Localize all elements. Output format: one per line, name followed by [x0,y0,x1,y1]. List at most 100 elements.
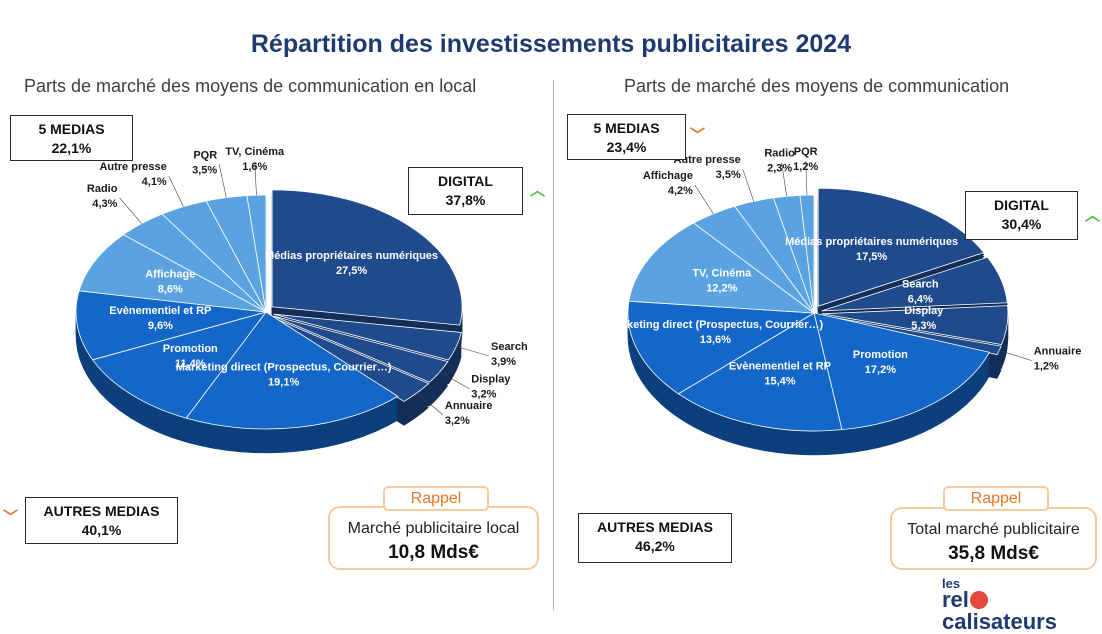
left-pie-label-8: Radio 4,3% [87,183,118,210]
left-pie-leader-line [439,371,470,389]
right-pie-label-5: Evènementiel et RP 15,4% [729,360,831,387]
right-pie-label-1: Search 6,4% [902,279,939,306]
right-pie-label-3: Annuaire 1,2% [1034,346,1082,373]
right-pie-slice-4 [813,312,991,431]
right-pie-slice-5 [677,312,843,432]
right-pie-label-value: 1,2% [793,161,818,173]
logo-prefix: les [942,576,961,591]
right-pie-label-6: Marketing direct (Prospectus, Courrier…)… [607,319,823,346]
left-pie-label-name: Radio [87,183,118,195]
left-pie-label-value: 4,3% [92,198,117,210]
left-market-value: 10,8 Mds€ [388,542,479,563]
right-pie-label-8: Affichage 4,2% [643,170,693,197]
left-box-5-medias-label: 5 MEDIAS [38,121,105,137]
right-pie-label-2: Display 5,3% [904,305,944,332]
right-pie-leader-line [742,169,755,202]
right-pie-label-name: Marketing direct (Prospectus, Courrier…) [607,319,823,331]
right-box-5-medias-value: 23,4% [606,139,647,155]
right-pie-label-value: 17,5% [856,251,887,263]
right-pie-label-name: Evènementiel et RP [729,360,831,372]
left-pie-slice-11 [246,194,267,313]
right-pie-label-10: Radio 2,3% [764,148,795,175]
logo-text-before: rel [942,587,969,612]
left-box-5-medias-value: 22,1% [51,140,92,156]
left-pie-slice-2 [272,315,449,383]
left-box-autres-medias: AUTRES MEDIAS 40,1% [25,497,178,544]
left-market-box: Marché publicitaire local 10,8 Mds€ [328,506,539,570]
left-pie-chart: Médias propriétaires numériques 27,5% Sear… [75,146,528,454]
left-pie-label-0: Médias propriétaires numériques 27,5% [265,250,438,277]
right-market-value: 35,8 Mds€ [948,543,1039,564]
left-pie-leader-line [218,164,227,198]
right-pie-slice-2 [821,305,1009,346]
right-pie-leader-line [805,161,808,196]
left-pie-label-value: 19,1% [268,377,299,389]
right-market-label: Total marché publicitaire [907,521,1080,538]
right-pie-leader-line [694,185,714,214]
right-pie-slice-0 [817,187,985,307]
left-digital-up-arrow-icon: ︿ [530,182,546,199]
right-box-autres-medias: AUTRES MEDIAS 46,2% [578,513,732,563]
left-autres-down-arrow-icon: ﹀ [3,509,19,526]
right-pie-label-name: PQR [794,146,818,158]
right-pie-label-name: Radio [764,148,795,160]
left-pie-leader-line [254,161,257,196]
right-pie-slice-1 [821,256,1008,312]
left-pie-label-name: Display [471,374,511,386]
left-pie-label-name: Autre presse [99,161,166,173]
right-pie-label-value: 4,2% [668,185,693,197]
left-pie-label-value: 3,9% [491,356,516,368]
left-pie-slice-0 [271,189,463,326]
right-pie-leader-line [781,162,787,197]
right-pie-label-value: 6,4% [908,294,933,306]
logo-text-after: calisateurs [942,609,1057,634]
right-pie-label-name: Promotion [853,349,908,361]
right-box-digital-label: DIGITAL [994,197,1049,213]
right-pie-label-value: 1,2% [1034,361,1059,373]
left-pie-slice-1 [273,313,462,361]
left-rappel-label: Rappel [383,486,489,511]
left-pie-slice-4 [185,311,399,430]
logo-o-circle-icon [969,591,988,609]
left-box-5-medias: 5 MEDIAS 22,1% [10,115,133,161]
left-box-digital-label: DIGITAL [438,173,493,189]
left-pie-leader-line [168,175,184,207]
page-title: Répartition des investissements publicit… [250,30,852,58]
right-pie-label-value: 5,3% [911,320,936,332]
left-pie-label-name: Promotion [163,343,218,355]
left-pie-label-value: 3,2% [471,389,496,401]
right-pie-label-4: Promotion 17,2% [853,349,908,376]
right-pie-chart: Médias propriétaires numériques 17,5% Sear… [607,146,1082,456]
left-pie-slice-7 [78,234,267,313]
left-pie-label-9: Autre presse 4,1% [99,161,166,188]
right-market-box: Total marché publicitaire 35,8 Mds€ [890,507,1097,570]
right-pie-label-value: 12,2% [706,282,737,294]
right-rappel-label: Rappel [943,486,1049,511]
left-pie-label-3: Annuaire 3,2% [445,400,493,427]
right-box-autres-label: AUTRES MEDIAS [597,519,713,535]
left-pie-leader-line [119,197,142,224]
left-pie-label-11: TV, Cinéma 1,6% [225,146,285,173]
left-pie-label-name: Affichage [145,268,195,280]
left-box-autres-label: AUTRES MEDIAS [43,503,160,519]
left-box-digital: DIGITAL 37,8% [408,167,523,215]
left-pie-label-value: 1,6% [242,161,267,173]
left-pie-label-name: TV, Cinéma [225,146,285,158]
right-subtitle: Parts de marché des moyens de communicat… [624,76,1010,96]
right-pie-slice-7 [628,222,816,314]
right-pie-label-7: TV, Cinéma 12,2% [692,267,752,294]
right-pie-label-11: PQR 1,2% [793,146,818,173]
right-pie-label-value: 17,2% [865,364,896,376]
left-pie-slice-6 [75,290,267,361]
right-pie-label-value: 13,6% [700,334,731,346]
left-pie-label-value: 4,1% [142,176,167,188]
left-pie-label-1: Search 3,9% [491,341,528,368]
divider [553,80,554,610]
right-box-autres-value: 46,2% [635,538,675,554]
left-pie-label-value: 3,5% [192,164,217,176]
left-pie-label-4: Marketing direct (Prospectus, Courrier…)… [176,362,392,389]
left-pie-label-6: Evènementiel et RP 9,6% [109,305,211,332]
left-box-digital-value: 37,8% [445,192,486,208]
right-pie-leader-line [999,350,1032,361]
right-box-5-medias: 5 MEDIAS 23,4% [567,114,686,160]
